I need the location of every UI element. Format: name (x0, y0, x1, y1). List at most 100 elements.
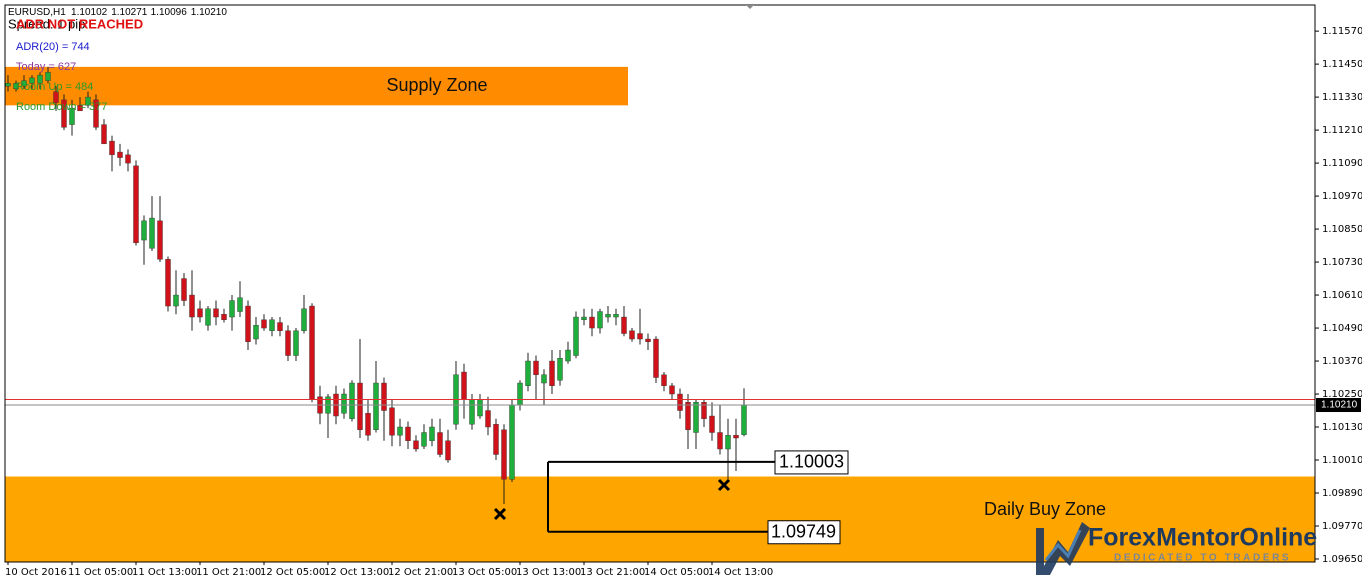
candle-body (309, 305, 315, 400)
candle-body (149, 217, 155, 249)
y-tick-label: 1.09890 (1322, 488, 1362, 499)
candle-body (717, 432, 723, 450)
candle-body (341, 393, 347, 414)
y-tick-label: 1.10730 (1322, 257, 1362, 268)
indicator-spread: Spread: 1 pip (8, 16, 85, 31)
bid-price-box (1316, 398, 1361, 413)
candle-body (357, 382, 363, 430)
candle-body (397, 426, 403, 436)
zone-label: Supply Zone (386, 75, 487, 95)
header-open: 1.10102 (71, 7, 108, 18)
header-low: 1.10096 (151, 7, 188, 18)
header-high: 1.10271 (111, 7, 148, 18)
zones: Supply Zone Daily Buy Zone (5, 66, 1315, 562)
y-tick-label: 1.10370 (1322, 356, 1362, 367)
y-tick-label: 1.10490 (1322, 323, 1362, 334)
x-tick-label: 14 Oct 05:00 (644, 567, 709, 578)
logo-icon-line (1044, 529, 1082, 561)
candle-body (197, 308, 203, 318)
candle-body (437, 432, 443, 455)
y-tick-label: 1.10250 (1322, 389, 1362, 400)
header-close: 1.10210 (191, 7, 228, 18)
y-tick-label: 1.11330 (1322, 92, 1362, 103)
candle-body (237, 297, 243, 312)
y-tick-label: 1.10970 (1322, 191, 1362, 202)
y-tick-label: 1.09770 (1322, 521, 1362, 532)
candle-body (253, 325, 259, 340)
swing-marker (717, 478, 731, 492)
candle-body (549, 360, 555, 386)
indicator-today: Today = 627 (16, 61, 76, 73)
candle-body (701, 402, 707, 419)
y-tick-label: 1.10130 (1322, 422, 1362, 433)
candle-body (445, 440, 451, 461)
indicator-room-down: Room Down = 377 (16, 101, 107, 113)
y-tick-label: 1.10850 (1322, 224, 1362, 235)
candle-body (349, 382, 355, 419)
candle-body (429, 426, 435, 441)
candle-body (613, 314, 619, 318)
y-tick-label: 1.11570 (1322, 26, 1362, 37)
candle-body (621, 316, 627, 334)
candle-body (245, 305, 251, 342)
y-tick-label: 1.09650 (1322, 554, 1362, 565)
logo-name: ForexMentorOnline (1088, 524, 1317, 552)
candle-body (381, 382, 387, 411)
candle-body (173, 294, 179, 307)
swing-marker (493, 507, 507, 521)
y-tick-label: 1.11210 (1322, 125, 1362, 136)
zone (5, 66, 628, 106)
logo-tagline: DEDICATED TO TRADERS (1114, 553, 1291, 564)
bid-price-label: 1.10210 (1321, 400, 1358, 411)
y-tick-label: 1.11090 (1322, 158, 1362, 169)
candle-body (301, 308, 307, 331)
candle-body (101, 124, 107, 145)
candle-body (125, 154, 131, 164)
candle-body (709, 415, 715, 433)
candle-body (565, 349, 571, 362)
candle-body (517, 382, 523, 406)
zone (5, 476, 1315, 562)
level-label: 1.09749 (771, 522, 836, 542)
candle-body (61, 99, 67, 128)
candle-body (165, 259, 171, 307)
candle-body (653, 338, 659, 378)
x-tick-label: 10 Oct 2016 (5, 567, 67, 578)
candle-body (493, 424, 499, 455)
candle-body (469, 399, 475, 425)
candle-body (413, 440, 419, 450)
candle-body (205, 308, 211, 326)
candle-body (285, 330, 291, 356)
plot-frame (4, 4, 1316, 563)
candle-body (93, 99, 99, 128)
candle-body (725, 435, 731, 450)
candle-body (629, 330, 635, 340)
candle-body (157, 220, 163, 260)
candle-body (661, 374, 667, 386)
candle-body (117, 151, 123, 158)
candle-body (405, 426, 411, 441)
candle-body (69, 107, 75, 125)
level-box (774, 450, 849, 475)
candle-body (589, 316, 595, 329)
candle-body (109, 140, 115, 156)
symbol: EURUSD,H1 (8, 7, 66, 18)
candle-body (373, 382, 379, 430)
candle-body (685, 402, 691, 430)
indicator-adr: ADR(20) = 744 (16, 41, 90, 53)
x-tick-label: 14 Oct 13:00 (708, 567, 773, 578)
x-tick-label: 13 Oct 05:00 (452, 567, 517, 578)
candle-body (733, 435, 739, 439)
x-tick-label: 12 Oct 05:00 (260, 567, 325, 578)
candle-body (693, 402, 699, 433)
candle-body (669, 385, 675, 395)
candle-body (533, 360, 539, 375)
y-tick-label: 1.10010 (1322, 455, 1362, 466)
x-tick-label: 13 Oct 21:00 (580, 567, 645, 578)
candle-body (269, 319, 275, 331)
x-tick-label: 12 Oct 21:00 (388, 567, 453, 578)
candle-body (37, 74, 43, 84)
candle-body (541, 374, 547, 384)
candle-body (29, 77, 35, 84)
